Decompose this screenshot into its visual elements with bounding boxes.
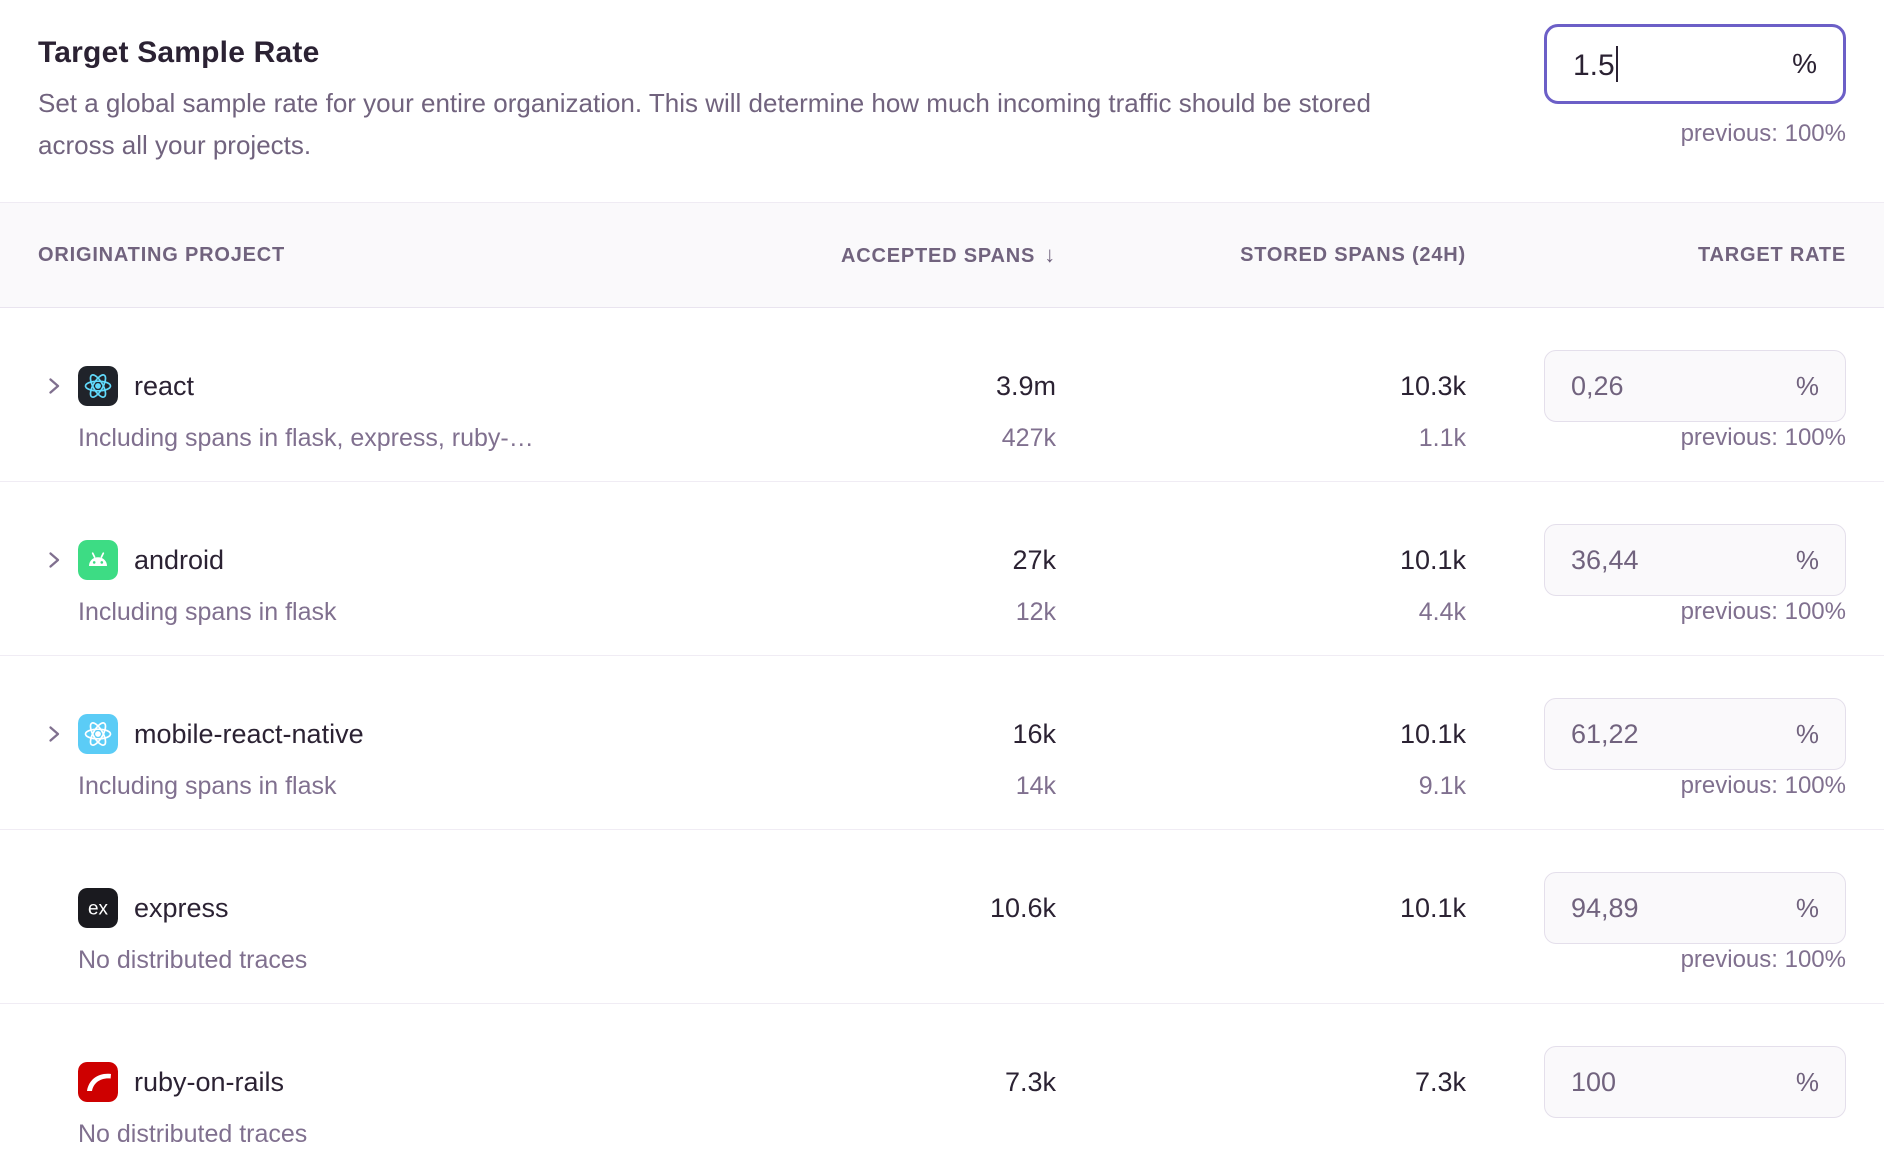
row-rate-value: 94,89 (1571, 892, 1639, 923)
row-percent-suffix: % (1795, 544, 1819, 575)
table-row-group: ex express 10.6k 10.1k 94,89 % No distri… (0, 829, 1884, 1003)
previous-rate-label: previous: 100% (1680, 120, 1846, 147)
project-cell: ex express (38, 888, 726, 928)
svg-text:ex: ex (88, 899, 109, 920)
table-row-group: mobile-react-native 16k 10.1k 61,22 % In… (0, 655, 1884, 829)
stored-spans-value: 10.3k (1399, 370, 1466, 401)
project-cell: android (38, 540, 726, 580)
row-target-rate-input[interactable]: 94,89 % (1544, 872, 1846, 944)
global-rate-value: 1.5 (1573, 48, 1615, 82)
project-cell: react (38, 366, 726, 406)
text-cursor (1615, 45, 1618, 82)
row-target-rate-input[interactable]: 0,26 % (1544, 350, 1846, 422)
sub-stored-spans-value: 4.4k (1418, 597, 1466, 626)
sub-stored-spans-value: 9.1k (1418, 771, 1466, 800)
row-rate-value: 36,44 (1571, 544, 1639, 575)
chevron-right-icon[interactable] (44, 550, 64, 570)
row-rate-value: 0,26 (1571, 370, 1624, 401)
row-rate-value: 61,22 (1571, 718, 1639, 749)
project-name: android (134, 544, 225, 575)
row-target-rate-input[interactable]: 36,44 % (1544, 524, 1846, 596)
project-cell: ruby-on-rails (38, 1062, 726, 1102)
android-icon (78, 540, 118, 580)
accepted-spans-value: 27k (1012, 544, 1056, 575)
row-percent-suffix: % (1795, 1066, 1819, 1097)
project-cell: mobile-react-native (38, 714, 726, 754)
stored-spans-value: 10.1k (1399, 892, 1466, 923)
input-value-wrap: 1.5 (1573, 45, 1618, 83)
table-body: react 3.9m 10.3k 0,26 % Including spans … (0, 308, 1884, 1160)
sub-accepted-spans-value: 427k (1001, 423, 1056, 452)
row-previous-rate-label: previous: 100% (1680, 424, 1846, 451)
stored-spans-value: 10.1k (1399, 718, 1466, 749)
row-previous-rate-label: previous: 100% (1680, 598, 1846, 625)
row-target-rate-input[interactable]: 61,22 % (1544, 698, 1846, 770)
accepted-spans-value: 7.3k (1004, 1066, 1056, 1097)
row-percent-suffix: % (1795, 718, 1819, 749)
sub-accepted-spans-value: 14k (1015, 771, 1056, 800)
rails-icon (78, 1062, 118, 1102)
sub-stored-spans-value: 1.1k (1418, 423, 1466, 452)
global-rate-block: 1.5 % previous: 100% (1544, 24, 1846, 202)
table-row-group: ruby-on-rails 7.3k 7.3k 100 % No distrib… (0, 1003, 1884, 1160)
stored-spans-value: 7.3k (1414, 1066, 1466, 1097)
target-sample-rate-section: Target Sample Rate Set a global sample r… (0, 0, 1884, 202)
header-text-block: Target Sample Rate Set a global sample r… (38, 24, 1378, 202)
percent-suffix: % (1792, 48, 1817, 79)
distributed-traces-label: Including spans in flask (78, 597, 337, 626)
react-icon (78, 366, 118, 406)
column-header-stored-spans: STORED SPANS (24H) (1240, 243, 1466, 266)
row-previous-rate-label: previous: 100% (1680, 946, 1846, 973)
row-percent-suffix: % (1795, 370, 1819, 401)
distributed-traces-label: Including spans in flask, express, ruby-… (78, 423, 534, 452)
page-title: Target Sample Rate (38, 36, 320, 69)
sort-descending-icon: ↓ (1044, 242, 1056, 267)
global-sample-rate-input[interactable]: 1.5 % (1544, 24, 1846, 104)
table-row-group: react 3.9m 10.3k 0,26 % Including spans … (0, 308, 1884, 481)
page-description: Set a global sample rate for your entire… (38, 88, 1371, 160)
stored-spans-value: 10.1k (1399, 544, 1466, 575)
project-name: mobile-react-native (134, 718, 364, 749)
table-header: ORIGINATING PROJECT ACCEPTED SPANS ↓ STOR… (0, 202, 1884, 308)
accepted-spans-value: 10.6k (989, 892, 1056, 923)
chevron-right-icon[interactable] (44, 724, 64, 744)
distributed-traces-label: No distributed traces (78, 945, 308, 974)
project-name: express (134, 892, 229, 923)
react-native-icon (78, 714, 118, 754)
distributed-traces-label: Including spans in flask (78, 771, 337, 800)
table-row-group: android 27k 10.1k 36,44 % Including span… (0, 481, 1884, 655)
accepted-spans-value: 3.9m (995, 370, 1056, 401)
row-target-rate-input[interactable]: 100 % (1544, 1046, 1846, 1118)
column-header-accepted-spans[interactable]: ACCEPTED SPANS ↓ (840, 242, 1056, 267)
chevron-right-icon[interactable] (44, 376, 64, 396)
column-header-target-rate: TARGET RATE (1697, 243, 1846, 266)
project-name: react (134, 370, 195, 401)
accepted-spans-value: 16k (1012, 718, 1056, 749)
distributed-traces-label: No distributed traces (78, 1119, 308, 1148)
column-header-originating-project: ORIGINATING PROJECT (38, 243, 286, 266)
express-icon: ex (78, 888, 118, 928)
sub-accepted-spans-value: 12k (1015, 597, 1056, 626)
row-rate-value: 100 (1571, 1066, 1617, 1097)
row-percent-suffix: % (1795, 892, 1819, 923)
project-name: ruby-on-rails (134, 1066, 285, 1097)
row-previous-rate-label: previous: 100% (1680, 772, 1846, 799)
